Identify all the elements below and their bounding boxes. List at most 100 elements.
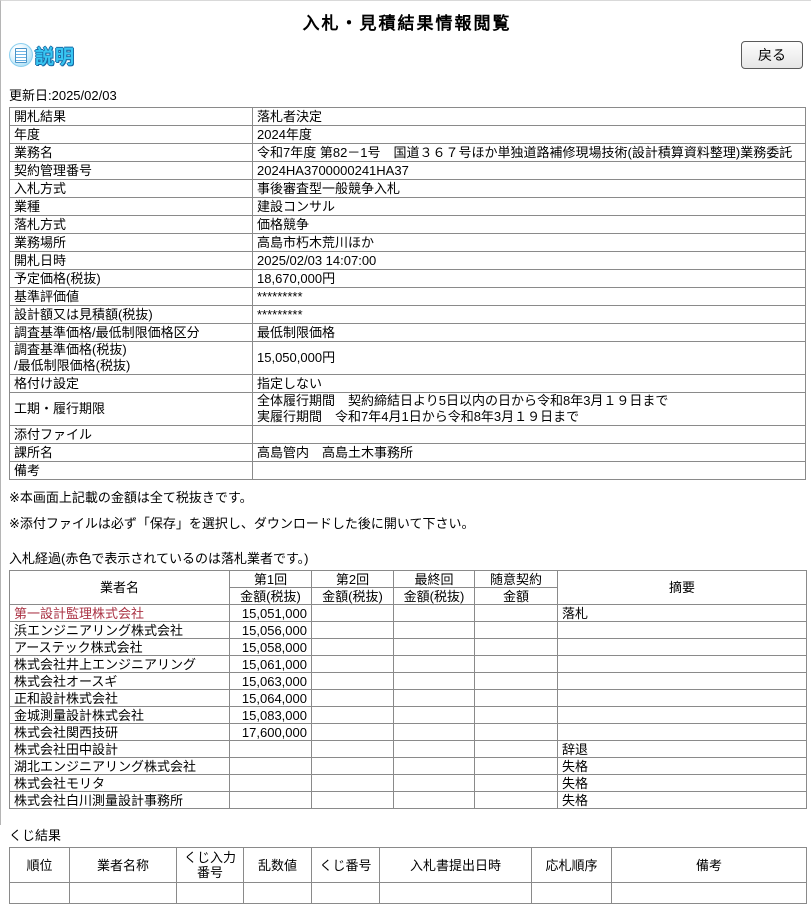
bid-header-discretionary: 随意契約 [474, 570, 558, 588]
bid-amount-round2 [311, 604, 394, 622]
bid-summary [557, 655, 807, 673]
detail-value: 2024HA3700000241HA37 [252, 161, 806, 180]
bid-amount-round1: 15,063,000 [229, 672, 312, 690]
back-button[interactable]: 戻る [741, 41, 803, 69]
bid-amount-round2 [311, 672, 394, 690]
bid-amount-round1: 17,600,000 [229, 723, 312, 741]
lottery-header-cell: 入札書提出日時 [379, 847, 532, 883]
bid-vendor-name: 株式会社関西技研 [9, 723, 230, 741]
detail-label: 予定価格(税抜) [9, 269, 253, 288]
lottery-header-cell: 応札順序 [531, 847, 612, 883]
bid-header-summary: 摘要 [557, 570, 807, 605]
bid-amount-discretionary [474, 672, 558, 690]
bid-summary: 失格 [557, 774, 807, 792]
lottery-header-cell: くじ番号 [311, 847, 380, 883]
details-row: 添付ファイル [9, 425, 806, 444]
notes: ※本画面上記載の金額は全て税抜きです。 ※添付ファイルは必ず「保存」を選択し、ダ… [9, 487, 805, 532]
lottery-empty-cell [9, 882, 70, 904]
detail-label: 年度 [9, 125, 253, 144]
bid-vendor-name: 金城測量設計株式会社 [9, 706, 230, 724]
bid-header-round1: 第1回 [229, 570, 312, 588]
detail-label: 添付ファイル [9, 425, 253, 444]
lottery-header-cell: くじ入力番号 [176, 847, 244, 883]
bid-amount-round2 [311, 689, 394, 707]
detail-value: 18,670,000円 [252, 269, 806, 288]
bid-vendor-name: アーステック株式会社 [9, 638, 230, 656]
details-row: 調査基準価格/最低制限価格区分 最低制限価格 [9, 323, 806, 342]
detail-label: 開札結果 [9, 107, 253, 126]
lottery-empty-cell [69, 882, 177, 904]
bid-summary [557, 638, 807, 656]
detail-value: 高島管内 高島土木事務所 [252, 443, 806, 462]
detail-value: 15,050,000円 [252, 341, 806, 375]
details-row: 落札方式 価格競争 [9, 215, 806, 234]
lottery-empty-cell [531, 882, 612, 904]
bid-vendor-name: 浜エンジニアリング株式会社 [9, 621, 230, 639]
detail-value: 2024年度 [252, 125, 806, 144]
lottery-empty-cell [379, 882, 532, 904]
bid-amount-final [393, 672, 475, 690]
bid-amount-round2 [311, 621, 394, 639]
bid-row: 株式会社白川測量設計事務所 失格 [9, 791, 807, 809]
bid-vendor-name: 株式会社田中設計 [9, 740, 230, 758]
bid-row: アーステック株式会社 15,058,000 [9, 638, 807, 656]
detail-value: 全体履行期間 契約締結日より5日以内の日から令和8年3月１９日まで 実履行期間 … [252, 392, 806, 426]
detail-value [252, 425, 806, 444]
bid-header-vendor: 業者名 [9, 570, 230, 605]
detail-label: 設計額又は見積額(税抜) [9, 305, 253, 324]
bid-amount-round1 [229, 791, 312, 809]
help-document-icon [9, 43, 33, 67]
detail-label: 落札方式 [9, 215, 253, 234]
bid-amount-round1: 15,083,000 [229, 706, 312, 724]
details-row: 開札日時 2025/02/03 14:07:00 [9, 251, 806, 270]
bid-amount-discretionary [474, 621, 558, 639]
detail-value [252, 461, 806, 480]
bid-vendor-name: 株式会社モリタ [9, 774, 230, 792]
bid-summary: 辞退 [557, 740, 807, 758]
detail-value: 建設コンサル [252, 197, 806, 216]
help-link[interactable]: 説明 [9, 42, 75, 69]
bid-amount-discretionary [474, 791, 558, 809]
bid-vendor-name: 株式会社白川測量設計事務所 [9, 791, 230, 809]
detail-label: 課所名 [9, 443, 253, 462]
details-row: 調査基準価格(税抜) /最低制限価格(税抜) 15,050,000円 [9, 341, 806, 375]
toolbar: 説明 戻る [9, 40, 805, 70]
bid-amount-discretionary [474, 723, 558, 741]
bid-amount-final [393, 655, 475, 673]
bid-row: 株式会社モリタ 失格 [9, 774, 807, 792]
bid-vendor-name: 湖北エンジニアリング株式会社 [9, 757, 230, 775]
bid-amount-final [393, 774, 475, 792]
bid-summary: 失格 [557, 757, 807, 775]
bid-summary: 失格 [557, 791, 807, 809]
lottery-header-cell: 乱数値 [243, 847, 312, 883]
bid-amount-round1: 15,061,000 [229, 655, 312, 673]
bid-table-caption: 入札経過(赤色で表示されているのは落札業者です。) [9, 551, 309, 566]
detail-value: ********* [252, 305, 806, 324]
detail-label: 入札方式 [9, 179, 253, 198]
bid-amount-final [393, 723, 475, 741]
bid-summary [557, 621, 807, 639]
detail-label: 契約管理番号 [9, 161, 253, 180]
bid-row: 正和設計株式会社 15,064,000 [9, 689, 807, 707]
detail-label: 格付け設定 [9, 374, 253, 393]
bid-header-amount-1: 金額(税抜) [229, 587, 312, 605]
detail-label: 開札日時 [9, 251, 253, 270]
bid-header-row-1: 業者名 第1回 第2回 最終回 随意契約 摘要 [9, 570, 807, 605]
details-row: 開札結果 落札者決定 [9, 107, 806, 126]
bid-amount-final [393, 621, 475, 639]
bid-summary [557, 723, 807, 741]
bid-summary [557, 689, 807, 707]
bid-amount-discretionary [474, 774, 558, 792]
bid-row: 株式会社関西技研 17,600,000 [9, 723, 807, 741]
bid-table-body: 第一設計監理株式会社 15,051,000 落札 浜エンジニアリング株式会社 15,05… [9, 604, 807, 809]
detail-value: 2025/02/03 14:07:00 [252, 251, 806, 270]
detail-value: 事後審査型一般競争入札 [252, 179, 806, 198]
details-row: 業務名 令和7年度 第82－1号 国道３６７号ほか単独道路補修現場技術(設計積算資… [9, 143, 806, 162]
lottery-header-cell: 業者名称 [69, 847, 177, 883]
bid-amount-final [393, 604, 475, 622]
content: 入札・見積結果情報閲覧 説明 戻る 更新日:2025/02/03 開札結果 落札者… [1, 9, 811, 904]
note-attachment: ※添付ファイルは必ず「保存」を選択し、ダウンロードした後に開いて下さい。 [9, 516, 475, 531]
bid-amount-final [393, 638, 475, 656]
updated-date: 更新日:2025/02/03 [9, 88, 117, 103]
bid-row: 株式会社田中設計 辞退 [9, 740, 807, 758]
